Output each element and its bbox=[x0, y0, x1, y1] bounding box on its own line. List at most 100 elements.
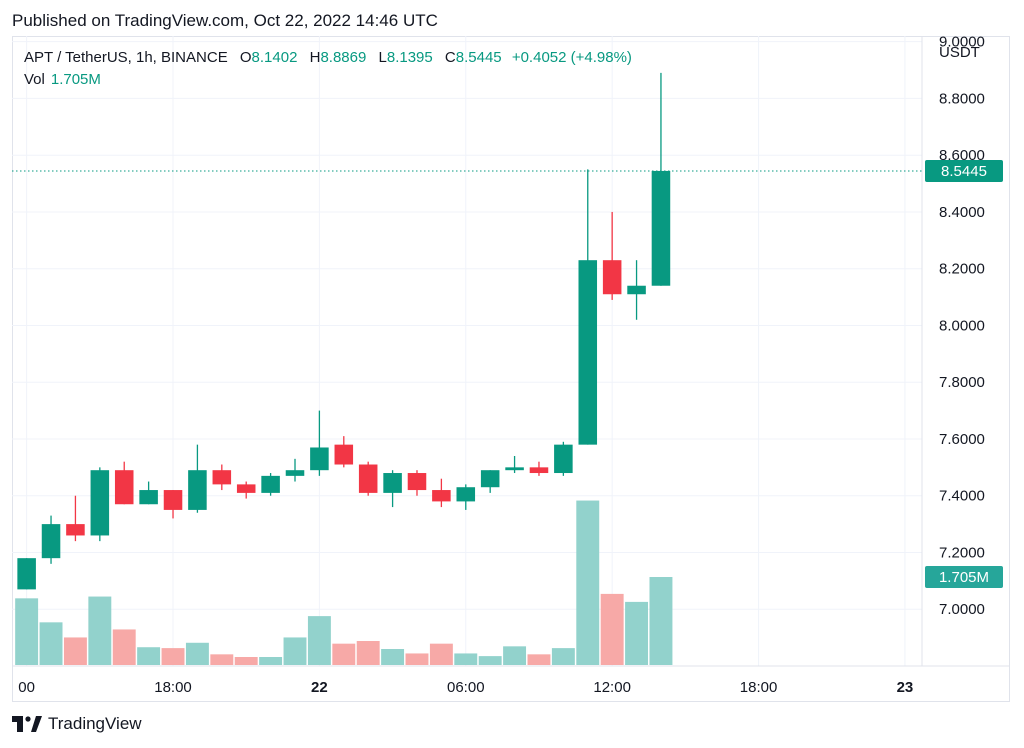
time-tick-label: 06:00 bbox=[447, 679, 485, 696]
volume-bar[interactable] bbox=[39, 622, 63, 665]
price-tick-label: 7.4000 bbox=[939, 488, 985, 505]
candle-body[interactable] bbox=[480, 470, 500, 488]
price-tick-label: 8.0000 bbox=[939, 317, 985, 334]
last-price-badge: 8.5445 bbox=[925, 159, 1003, 182]
volume-label: Vol bbox=[24, 71, 45, 88]
price-tick-label: 8.2000 bbox=[939, 261, 985, 278]
published-caption: Published on TradingView.com, Oct 22, 20… bbox=[12, 11, 438, 30]
volume-bar[interactable] bbox=[234, 657, 258, 665]
volume-bar[interactable] bbox=[649, 577, 673, 665]
high-label: H bbox=[309, 49, 321, 66]
ohlc-legend: APT / TetherUS, 1h, BINANCE O8.1402 H8.8… bbox=[24, 49, 632, 66]
candle-body[interactable] bbox=[114, 470, 134, 505]
volume-bar[interactable] bbox=[429, 643, 453, 665]
candle-body[interactable] bbox=[432, 490, 451, 502]
candle-body[interactable] bbox=[578, 260, 598, 445]
candle-body[interactable] bbox=[236, 484, 256, 493]
volume-bar[interactable] bbox=[478, 656, 502, 665]
price-tick-label: 9.0000 bbox=[939, 34, 985, 51]
open-label: O bbox=[239, 49, 252, 66]
candle-body[interactable] bbox=[212, 470, 232, 485]
footer-brand-text: TradingView bbox=[48, 714, 142, 733]
volume-bar[interactable] bbox=[137, 647, 161, 665]
candle-body[interactable] bbox=[651, 170, 671, 286]
close-value: 8.5445 bbox=[455, 49, 502, 66]
tradingview-logo-icon bbox=[12, 716, 42, 732]
volume-bar[interactable] bbox=[63, 637, 87, 665]
candles bbox=[17, 72, 671, 590]
footer-brand[interactable]: TradingView bbox=[12, 714, 142, 734]
time-tick-label: 18:00 bbox=[154, 679, 192, 696]
volume-legend: Vol 1.705M bbox=[24, 71, 101, 88]
volume-bar[interactable] bbox=[332, 643, 356, 665]
candle-body[interactable] bbox=[358, 464, 378, 493]
volume-bar[interactable] bbox=[625, 601, 649, 665]
candle-body[interactable] bbox=[456, 487, 476, 502]
candle-body[interactable] bbox=[554, 444, 573, 474]
candle-body[interactable] bbox=[383, 473, 402, 493]
candle-body[interactable] bbox=[285, 470, 305, 476]
candle-body[interactable] bbox=[90, 470, 110, 536]
volume-bar[interactable] bbox=[307, 616, 331, 665]
price-tick-label: 7.2000 bbox=[939, 544, 985, 561]
volume-bar[interactable] bbox=[161, 648, 185, 665]
candle-body[interactable] bbox=[66, 524, 85, 536]
volume-bar[interactable] bbox=[405, 653, 429, 665]
volume-bar[interactable] bbox=[381, 649, 405, 665]
candle-body[interactable] bbox=[529, 467, 549, 474]
volume-bar[interactable] bbox=[185, 642, 209, 665]
price-tick-label: 7.0000 bbox=[939, 601, 985, 618]
price-tick-label: 7.8000 bbox=[939, 374, 985, 391]
price-tick-label: 8.8000 bbox=[939, 90, 985, 107]
time-tick-label: 00 bbox=[18, 679, 35, 696]
candle-body[interactable] bbox=[505, 467, 524, 471]
volume-bar[interactable] bbox=[112, 629, 136, 665]
volume-bar[interactable] bbox=[551, 648, 575, 665]
open-value: 8.1402 bbox=[251, 49, 298, 66]
high-value: 8.8869 bbox=[320, 49, 367, 66]
candle-body[interactable] bbox=[139, 490, 158, 505]
time-axis: 00 18:00 22 06:00 12:00 18:00 23 bbox=[18, 679, 913, 696]
last-volume-badge: 1.705M bbox=[925, 566, 1003, 588]
candle-body[interactable] bbox=[188, 470, 207, 510]
grid-lines bbox=[12, 36, 922, 666]
candle-body[interactable] bbox=[310, 447, 329, 471]
volume-bar[interactable] bbox=[356, 641, 380, 665]
candle-body[interactable] bbox=[602, 260, 622, 295]
volume-bar[interactable] bbox=[15, 598, 39, 665]
candle-body[interactable] bbox=[163, 490, 183, 510]
time-tick-label: 22 bbox=[311, 679, 328, 696]
volume-bar[interactable] bbox=[259, 657, 283, 665]
candle-body[interactable] bbox=[261, 475, 280, 493]
volume-bar[interactable] bbox=[576, 500, 600, 665]
candle-body[interactable] bbox=[407, 473, 427, 491]
volume-bar[interactable] bbox=[88, 596, 112, 665]
price-tick-label: 8.4000 bbox=[939, 204, 985, 221]
time-tick-label: 12:00 bbox=[593, 679, 631, 696]
low-label: L bbox=[378, 49, 387, 66]
chart-frame bbox=[12, 36, 1010, 702]
symbol-label: APT / TetherUS, 1h, BINANCE bbox=[24, 49, 228, 66]
price-axis: 7.0000 7.2000 7.4000 7.6000 7.8000 8.0000 8.20… bbox=[939, 34, 985, 619]
volume-value: 1.705M bbox=[50, 71, 101, 88]
volume-bar[interactable] bbox=[600, 593, 624, 665]
volume-bar[interactable] bbox=[503, 646, 527, 665]
volume-bars bbox=[15, 500, 673, 665]
volume-bar[interactable] bbox=[454, 653, 478, 665]
last-price-text: 8.5445 bbox=[941, 163, 987, 180]
candle-body[interactable] bbox=[334, 444, 354, 465]
candle-body[interactable] bbox=[41, 524, 61, 559]
volume-bar[interactable] bbox=[527, 654, 551, 665]
price-tick-label: 7.6000 bbox=[939, 431, 985, 448]
change-value: +0.4052 (+4.98%) bbox=[511, 49, 632, 66]
candle-body[interactable] bbox=[17, 558, 36, 590]
volume-bar[interactable] bbox=[283, 637, 307, 665]
low-value: 8.1395 bbox=[386, 49, 433, 66]
volume-bar[interactable] bbox=[210, 654, 234, 665]
candle-body[interactable] bbox=[627, 285, 646, 295]
last-volume-text: 1.705M bbox=[939, 569, 989, 586]
time-tick-label: 18:00 bbox=[740, 679, 778, 696]
close-label: C bbox=[444, 49, 456, 66]
currency-label: USDT bbox=[939, 44, 980, 61]
